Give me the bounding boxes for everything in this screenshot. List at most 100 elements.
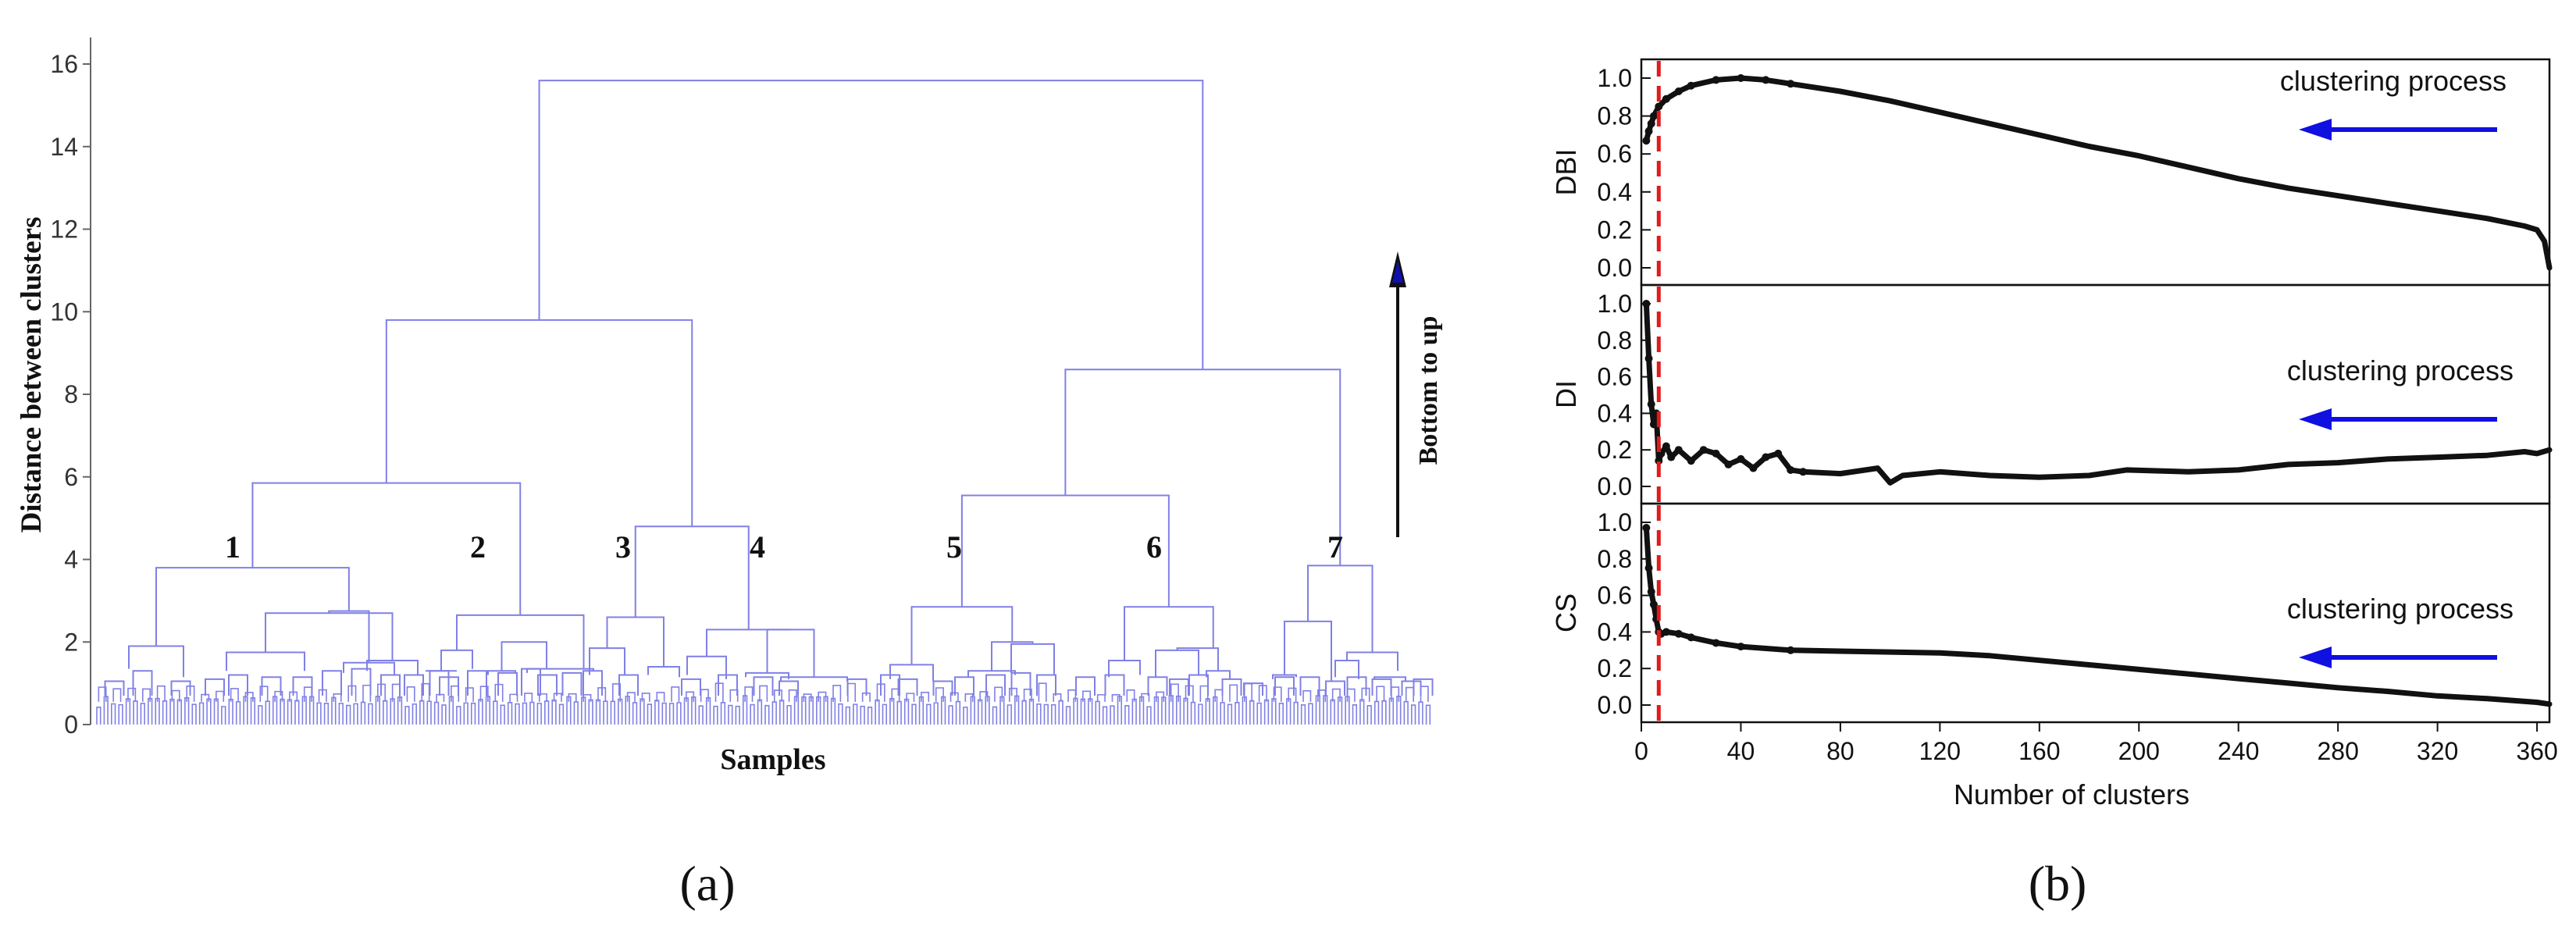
dendrogram-leaf-pair [323,703,330,725]
dendrogram-leaf-group [1420,686,1429,702]
dendrogram-link [647,665,680,678]
dendrogram-link [897,678,918,696]
data-point [1649,600,1658,609]
dendrogram-leaf-group [788,689,797,702]
dendrogram-leaf-pair [838,703,843,725]
dendrogram-leaf-pair [426,700,432,725]
dendrogram-leaf-group [216,690,225,702]
data-line [1643,525,2553,707]
dendrogram-link [718,674,738,696]
dendrogram-leaf-pair [1359,699,1365,725]
dendrogram-leaf-pair [522,702,528,725]
dendrogram-leaf-group [1111,694,1121,702]
dendrogram-link [1108,660,1141,678]
dendrogram-leaf-pair [903,698,910,725]
dendrogram-leaf-pair [162,700,168,725]
dendrogram-leaf-pair [1263,699,1270,725]
dendrogram-leaf-pair [1425,704,1431,725]
dendrogram-leaf-pair [500,704,505,725]
dendrogram-leaf-group [964,693,974,702]
dendrogram-leaf-pair [383,700,388,725]
dendrogram-link [1147,676,1168,696]
dendrogram-leaf-group [1273,686,1282,702]
y-tick-label: 0.2 [1598,436,1632,464]
dendrogram-y-tick-label: 6 [64,463,78,491]
dendrogram-leaf-group [744,686,754,702]
dendrogram-leaf-pair [698,705,704,725]
dendrogram-leaf-pair [573,701,579,725]
dendrogram-leaf-group [553,693,562,702]
dendrogram-leaf-pair [963,706,968,725]
dendrogram-leaf-pair [1102,706,1108,725]
y-tick-label: 0.2 [1598,215,1632,244]
dendrogram-link [1346,651,1398,671]
dendrogram-link [487,670,516,675]
dendrogram-leaf-group [259,686,269,702]
x-tick-label: 0 [1634,737,1648,765]
dendrogram-leaf-pair [294,700,300,725]
dendrogram-leaf-group [186,686,195,702]
dendrogram-leaf-group [509,693,518,702]
dendrogram-leaf-group [876,683,885,702]
dendrogram-leaf-pair [1249,700,1255,725]
dendrogram-leaf-pair [1095,700,1100,725]
dendrogram-link [910,606,1014,665]
dendrogram-leaf-pair [404,706,410,725]
dendrogram-leaf-pair [346,704,351,725]
dendrogram-link [1155,649,1199,678]
dendrogram-leaf-group [1376,686,1385,702]
dendrogram-leaf-group [112,688,122,702]
dendrogram-leaf-pair [889,698,895,725]
dendrogram-leaf-pair [933,702,939,725]
dendrogram-link [1064,369,1341,566]
dendrogram-leaf-group [921,692,930,702]
dendrogram-leaf-pair [1183,697,1188,725]
dendrogram-y-tick-label: 2 [64,628,78,656]
dendrogram-link [1010,643,1055,675]
dendrogram-leaf-pair [390,698,395,725]
dendrogram-leaf-pair [1021,700,1027,725]
shared-x-ticks: 0 40 80 120 160 200 240 280 320 360 [1634,722,2558,765]
dendrogram-leaf-group [1156,691,1165,702]
y-tick-label: 0.6 [1598,582,1632,610]
dendrogram-link [205,678,225,696]
clustering-process-arrow-head [2299,646,2332,668]
dendrogram-link [583,670,603,696]
dendrogram-link [967,670,1016,678]
data-point [1712,76,1720,84]
dendrogram-leaf-pair [265,700,270,725]
dendrogram-link [467,670,487,696]
dendrogram-leaf-pair [551,699,557,725]
dendrogram-leaf-group [1008,687,1017,702]
dendrogram-leaf-pair [536,703,542,725]
bottom-to-up-label: Bottom to up [1414,316,1443,465]
dendrogram-leaf-group [626,692,636,702]
dendrogram-leaf-pair [1205,698,1210,725]
dendrogram-link [1036,674,1056,696]
data-point [1662,94,1670,103]
dendrogram-leaf-group [1199,685,1209,702]
dendrogram-leaf-pair [867,706,873,725]
dendrogram-leaf-pair [493,700,498,725]
dendrogram-leaf-pair [588,699,593,725]
dendrogram-link [706,629,791,657]
dendrogram-leaf-group [406,686,415,702]
dendrogram-leaf-pair [955,700,961,725]
dendrogram-leaf-pair [640,698,645,725]
dendrogram-leaf-pair [1278,703,1284,725]
dendrogram-leaf-pair [618,698,623,725]
dendrogram-link [745,671,789,679]
dendrogram-leaf-pair [433,701,440,725]
dendrogram-leaf-pair [683,697,689,725]
y-tick-label: 0.8 [1598,102,1632,130]
dendrogram-leaf-pair [258,705,263,725]
dendrogram-link [1206,670,1231,679]
dendrogram-leaf-pair [654,700,660,725]
data-point [1642,300,1651,308]
dendrogram-leaf-group [1141,693,1150,702]
dendrogram-link [1334,660,1359,679]
dendrogram-leaf-group [377,683,387,702]
dendrogram-leaf-group [494,683,504,702]
dendrogram-link [766,629,815,678]
